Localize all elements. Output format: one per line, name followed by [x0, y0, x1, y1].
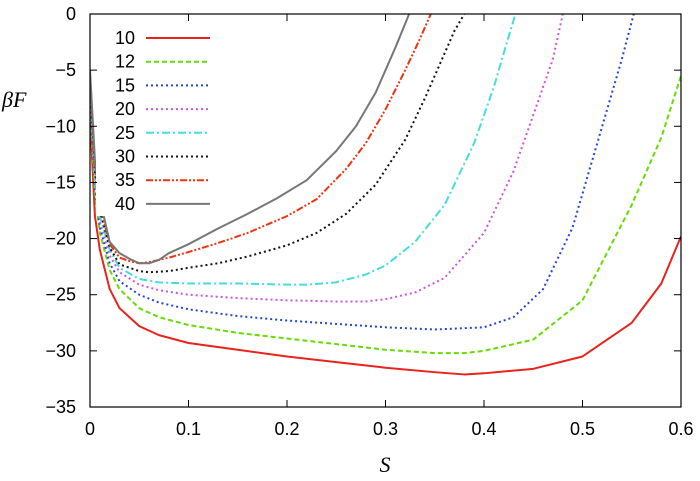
x-tick-label: 0.6 — [668, 419, 693, 439]
x-tick-label: 0.5 — [570, 419, 595, 439]
y-tick-label: −20 — [45, 229, 76, 249]
x-axis-label: S — [380, 452, 391, 477]
y-tick-label: −30 — [45, 341, 76, 361]
x-tick-label: 0.2 — [274, 419, 299, 439]
axes: 0 0.1 0.2 0.3 0.4 0.5 0.6 0 −5 −10 −15 −20 −25 −30 −35 — [45, 4, 693, 439]
y-tick-label: −25 — [45, 285, 76, 305]
series-line-15 — [90, 14, 635, 331]
legend-label: 30 — [115, 147, 135, 167]
y-tick-label: −15 — [45, 172, 76, 192]
series-line-25 — [90, 14, 517, 286]
series-line-30 — [90, 14, 466, 274]
x-tick-label: 0.4 — [471, 419, 496, 439]
series-line-40 — [90, 14, 411, 265]
x-tick-label: 0.1 — [176, 419, 201, 439]
x-tick-label: 0.3 — [373, 419, 398, 439]
series-line-20 — [90, 14, 564, 303]
y-axis-label: βF — [1, 87, 27, 112]
legend-label: 15 — [115, 75, 135, 95]
legend-label: 20 — [115, 99, 135, 119]
legend-label: 25 — [115, 123, 135, 143]
legend-label: 10 — [115, 28, 135, 48]
y-tick-label: −35 — [45, 397, 76, 417]
legend: 10 12 15 20 25 30 35 40 — [96, 20, 216, 216]
legend-label: 40 — [115, 194, 135, 214]
legend-background — [96, 20, 216, 216]
y-tick-label: −5 — [55, 60, 76, 80]
legend-label: 12 — [115, 52, 135, 72]
series-line-10 — [90, 115, 681, 376]
series-line-35 — [90, 14, 432, 265]
x-tick-label: 0 — [85, 419, 95, 439]
series-layer — [90, 14, 681, 376]
series-line-12 — [90, 75, 681, 355]
y-tick-label: 0 — [66, 4, 76, 24]
y-tick-label: −10 — [45, 116, 76, 136]
legend-label: 35 — [115, 170, 135, 190]
